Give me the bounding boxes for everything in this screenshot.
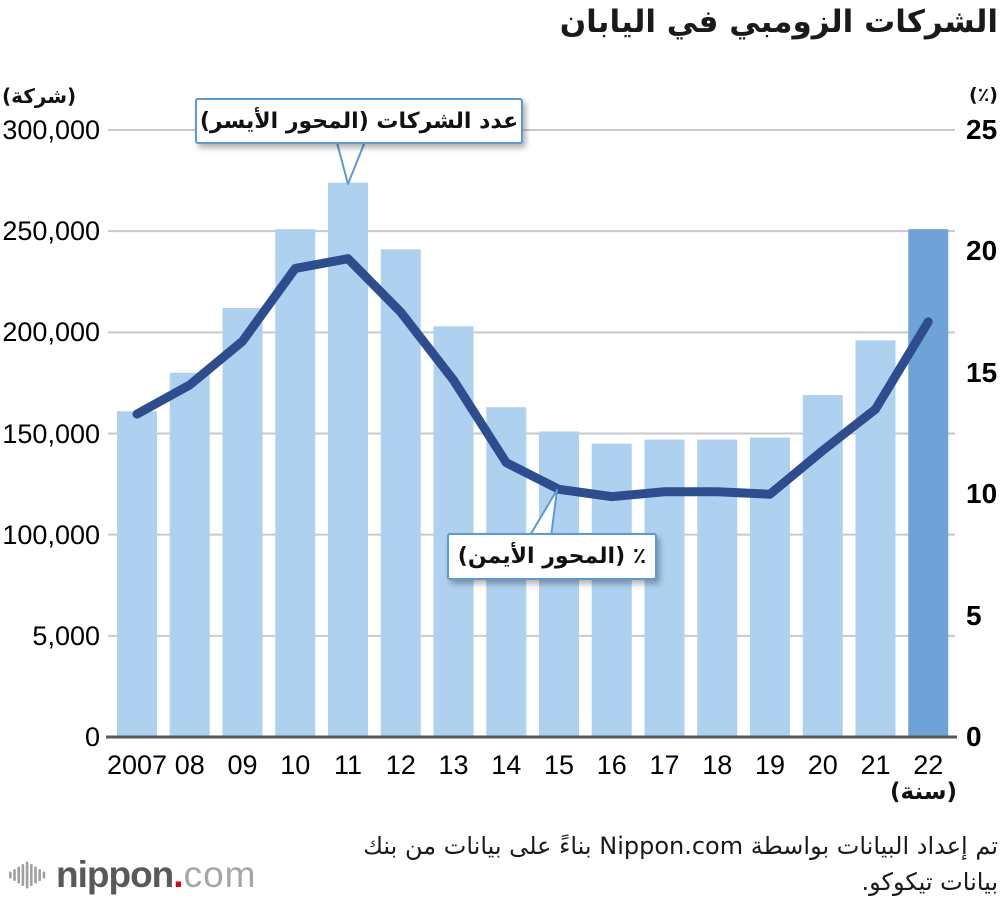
bar-08 [169,372,210,737]
left-axis-unit-label: (شركة) [2,84,77,108]
x-tick-22: 22 [913,750,944,780]
bar-18 [697,439,738,737]
x-tick-13: 13 [438,750,469,780]
bar-12 [380,249,421,738]
x-tick-12: 12 [385,750,416,780]
logo-text-nippon: nippon [56,854,174,895]
x-tick-2007: 2007 [106,750,168,780]
y-right-tick-5: 5 [966,599,982,631]
bar-21 [855,340,896,737]
x-tick-21: 21 [860,750,891,780]
nippon-logo: nippon. com [8,852,256,898]
x-tick-09: 09 [227,750,258,780]
x-tick-15: 15 [543,750,575,780]
source-note-line2: بيانات تيكوكو. [861,868,998,896]
y-right-tick-10: 10 [966,478,998,510]
callout-bars-series: عدد الشركات (المحور الأيسر) [195,98,523,144]
x-tick-19: 19 [754,750,786,780]
x-tick-16: 16 [596,750,627,780]
callout-line-label: ٪ (المحور الأيمن) [457,544,647,569]
y-right-tick-0: 0 [966,721,982,752]
y-right-tick-25: 25 [966,114,998,145]
y-left-tick-0: 0 [84,722,100,752]
soundwave-icon [9,861,46,889]
x-axis-unit-label: (سنة) [890,779,957,805]
y-left-tick-100,000: 100,000 [2,519,100,550]
bar-22 [908,229,949,738]
y-left-tick-250,000: 250,000 [2,216,100,247]
source-note: تم إعداد البيانات بواسطة Nippon.com بناء… [363,828,998,900]
x-tick-20: 20 [807,750,838,780]
bar-2007 [117,411,157,737]
y-right-tick-15: 15 [966,356,998,388]
x-tick-10: 10 [280,750,311,780]
x-tick-17: 17 [649,750,680,780]
right-axis-unit-label: (٪) [969,84,998,106]
bar-17 [644,439,685,737]
x-tick-14: 14 [491,750,522,780]
x-tick-08: 08 [174,750,205,780]
bar-10 [275,229,316,738]
logo-text-com: com [183,854,257,895]
y-left-tick-5,000: 5,000 [32,620,100,651]
y-left-tick-150,000: 150,000 [2,418,100,449]
x-tick-18: 18 [702,750,733,780]
y-right-tick-20: 20 [966,235,998,267]
bar-16 [591,443,632,737]
y-left-tick-300,000: 300,000 [2,115,100,145]
y-left-tick-200,000: 200,000 [2,317,100,348]
x-tick-11: 11 [333,750,363,780]
callout-line-series: ٪ (المحور الأيمن) [447,533,657,580]
callout-tail-bars [335,138,367,185]
logo-dot: . [173,854,184,895]
callout-bars-label: عدد الشركات (المحور الأيسر) [199,108,519,134]
source-note-line1: تم إعداد البيانات بواسطة Nippon.com بناء… [363,832,998,860]
chart-title: الشركات الزومبي في اليابان [559,4,998,40]
percent-trend-line [132,254,933,502]
bar-09 [222,308,263,737]
